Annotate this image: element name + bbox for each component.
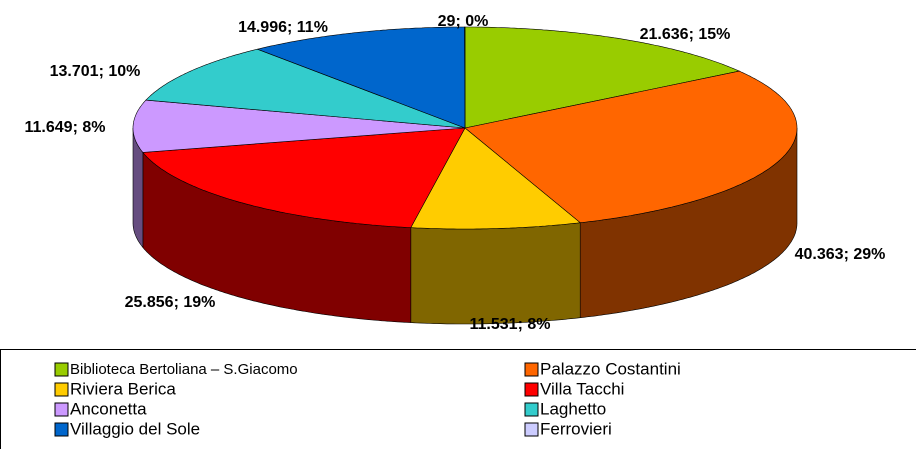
legend-swatch — [54, 362, 69, 377]
legend-label: Anconetta — [70, 399, 147, 418]
legend-label: Ferrovieri — [540, 419, 612, 438]
slice — [256, 26, 466, 129]
legend-swatch — [54, 422, 69, 437]
legend-label: Laghetto — [540, 399, 606, 418]
slice — [464, 70, 798, 224]
legend-swatch — [524, 382, 539, 397]
legend-label: Villaggio del Sole — [70, 419, 200, 438]
data-label: 11.531; 8% — [470, 316, 551, 333]
legend-swatch — [54, 402, 69, 417]
data-label: 40.363; 29% — [795, 246, 886, 263]
legend-swatch — [524, 362, 539, 377]
data-label: 11.649; 8% — [25, 119, 106, 136]
legend-swatch — [524, 402, 539, 417]
legend-box — [0, 349, 916, 449]
data-label: 13.701; 10% — [50, 63, 141, 80]
legend-swatch — [54, 382, 69, 397]
data-label: 14.996; 11% — [238, 19, 328, 36]
slice — [464, 26, 741, 129]
legend-label: Biblioteca Bertoliana – S.Giacomo — [70, 361, 298, 378]
slice-side — [410, 222, 581, 325]
legend-label: Villa Tacchi — [540, 379, 624, 398]
slice — [145, 48, 466, 129]
legend-swatch — [524, 422, 539, 437]
slice — [132, 99, 466, 153]
legend-label: Riviera Berica — [70, 379, 176, 398]
slice — [410, 127, 581, 230]
data-label: 29; 0% — [438, 13, 489, 30]
slice — [142, 127, 466, 228]
data-label: 21.636; 15% — [640, 26, 731, 43]
legend-label: Palazzo Costantini — [540, 359, 681, 378]
data-label: 25.856; 19% — [125, 294, 216, 311]
